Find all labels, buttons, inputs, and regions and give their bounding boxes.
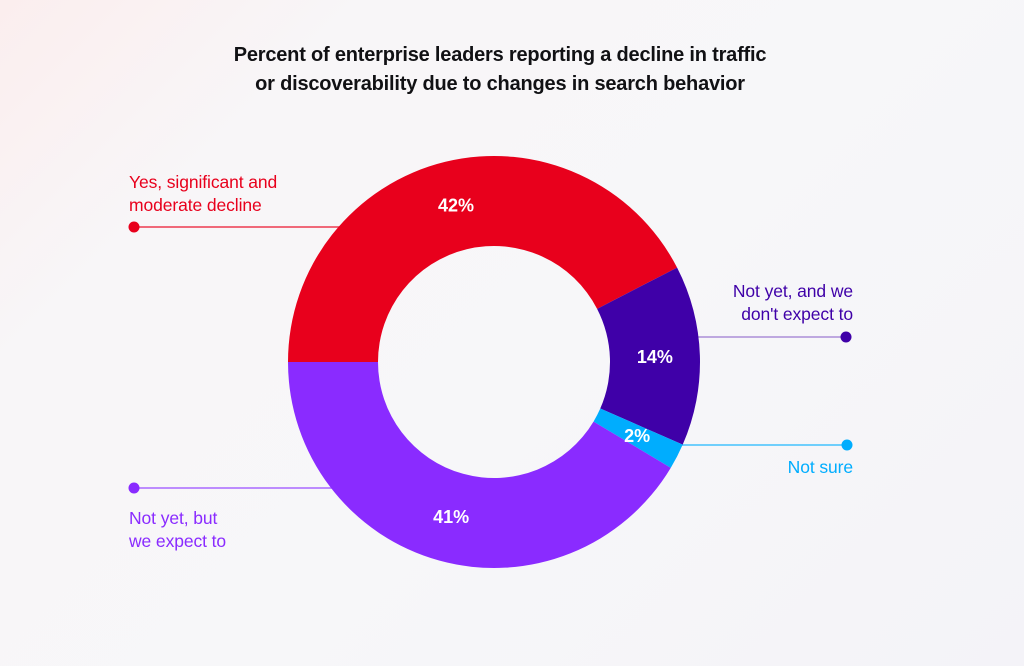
percent-label-not-sure: 2% [624,426,650,446]
chart-title-line-1: Percent of enterprise leaders reporting … [233,44,767,66]
chart-title-line-2: or discoverability due to changes in sea… [255,73,745,95]
leader-dot-not-yet-dont-expect [840,331,852,343]
leader-dot-yes-decline [128,221,140,233]
chart-title: Percent of enterprise leaders reporting … [0,41,1000,99]
legend-label-line: Not yet, and we [732,281,853,301]
slice-not-sure [593,408,683,468]
legend-label-yes-decline: Yes, significant and moderate decline [129,171,277,217]
legend-label-not-yet-expect: Not yet, but we expect to [129,507,226,553]
legend-label-not-yet-dont-expect: Not yet, and we don't expect to [733,280,853,326]
legend-label-line: Not yet, but [129,508,218,528]
slice-not-yet-dont-expect [597,267,700,445]
slice-not-yet-expect [288,362,671,568]
leader-dot-not-sure [841,439,853,451]
legend-label-line: don't expect to [741,304,853,324]
percent-labels: 42% 14% 2% 41% [433,196,673,528]
leader-lines [128,221,853,494]
legend-label-line: moderate decline [129,195,262,215]
percent-label-not-yet-dont-expect: 14% [637,347,673,367]
percent-label-not-yet-expect: 41% [433,507,469,527]
donut-slices [288,156,700,568]
percent-label-yes-decline: 42% [438,196,474,216]
slice-yes-decline [288,156,678,362]
leader-dot-not-yet-expect [128,482,140,494]
legend-label-not-sure: Not sure [788,456,853,479]
legend-label-line: Yes, significant and [129,172,278,192]
legend-label-line: we expect to [129,531,227,551]
legend-label-line: Not sure [787,457,853,477]
